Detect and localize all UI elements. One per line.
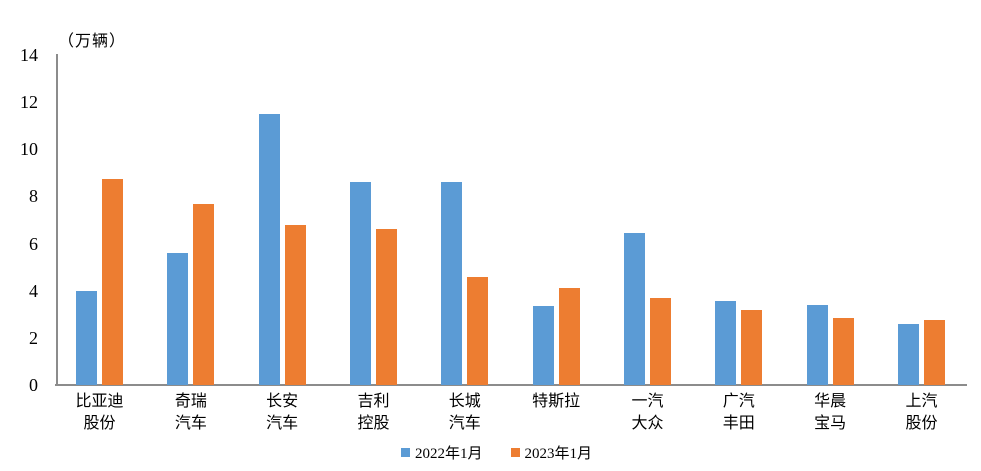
legend-swatch-2023 <box>510 447 520 457</box>
bar <box>806 304 828 385</box>
bar <box>375 229 397 385</box>
bar <box>649 297 671 385</box>
x-axis-category-label: 长安 汽车 <box>266 393 299 432</box>
x-axis-category-label: 奇瑞 汽车 <box>174 393 207 432</box>
bar <box>923 320 945 385</box>
y-axis-tick-label: 14 <box>20 45 38 65</box>
bar <box>741 309 763 385</box>
bar <box>467 276 489 385</box>
x-axis-category-label: 吉利 控股 <box>357 393 390 432</box>
y-axis-tick-label: 12 <box>20 92 38 113</box>
legend-item-2022: 2022年1月 <box>400 442 483 462</box>
y-axis-line <box>56 54 58 385</box>
y-axis-tick-label: 0 <box>29 375 38 395</box>
legend: 2022年1月 2023年1月 <box>12 442 981 462</box>
bar <box>349 182 371 385</box>
legend-item-2023: 2023年1月 <box>510 442 593 462</box>
y-axis-tick-label: 4 <box>29 280 38 301</box>
x-axis-category-label: 长城 汽车 <box>448 393 481 432</box>
bar <box>532 306 554 385</box>
x-axis-line <box>55 384 967 386</box>
x-axis-category-label: 华晨 宝马 <box>814 393 847 432</box>
y-axis-unit-label: （万辆） <box>58 33 127 50</box>
y-axis-tick-label: 6 <box>29 233 38 254</box>
y-axis-tick-label: 10 <box>20 139 38 160</box>
x-axis-category-label: 上汽 股份 <box>905 393 938 432</box>
x-axis-category-label: 比亚迪 股份 <box>75 393 124 432</box>
bar <box>284 224 306 385</box>
bar <box>558 288 580 385</box>
legend-swatch-2022 <box>400 447 410 457</box>
legend-label-2023: 2023年1月 <box>524 445 593 462</box>
legend-label-2022: 2022年1月 <box>414 445 483 462</box>
bar <box>193 203 215 385</box>
y-axis-tick-label: 8 <box>29 186 38 207</box>
bar <box>832 317 854 385</box>
bar <box>441 182 463 385</box>
x-axis-category-label: 特斯拉 <box>532 393 581 410</box>
bar <box>76 290 97 385</box>
bar <box>167 253 189 385</box>
y-axis-tick-label: 2 <box>29 327 38 348</box>
x-axis-category-label: 一汽 大众 <box>631 393 664 432</box>
bar <box>258 113 280 385</box>
bar <box>102 178 123 385</box>
x-axis-category-label: 广汽 丰田 <box>722 393 755 432</box>
bar <box>897 323 919 385</box>
bar <box>715 301 737 385</box>
bar <box>623 232 645 385</box>
